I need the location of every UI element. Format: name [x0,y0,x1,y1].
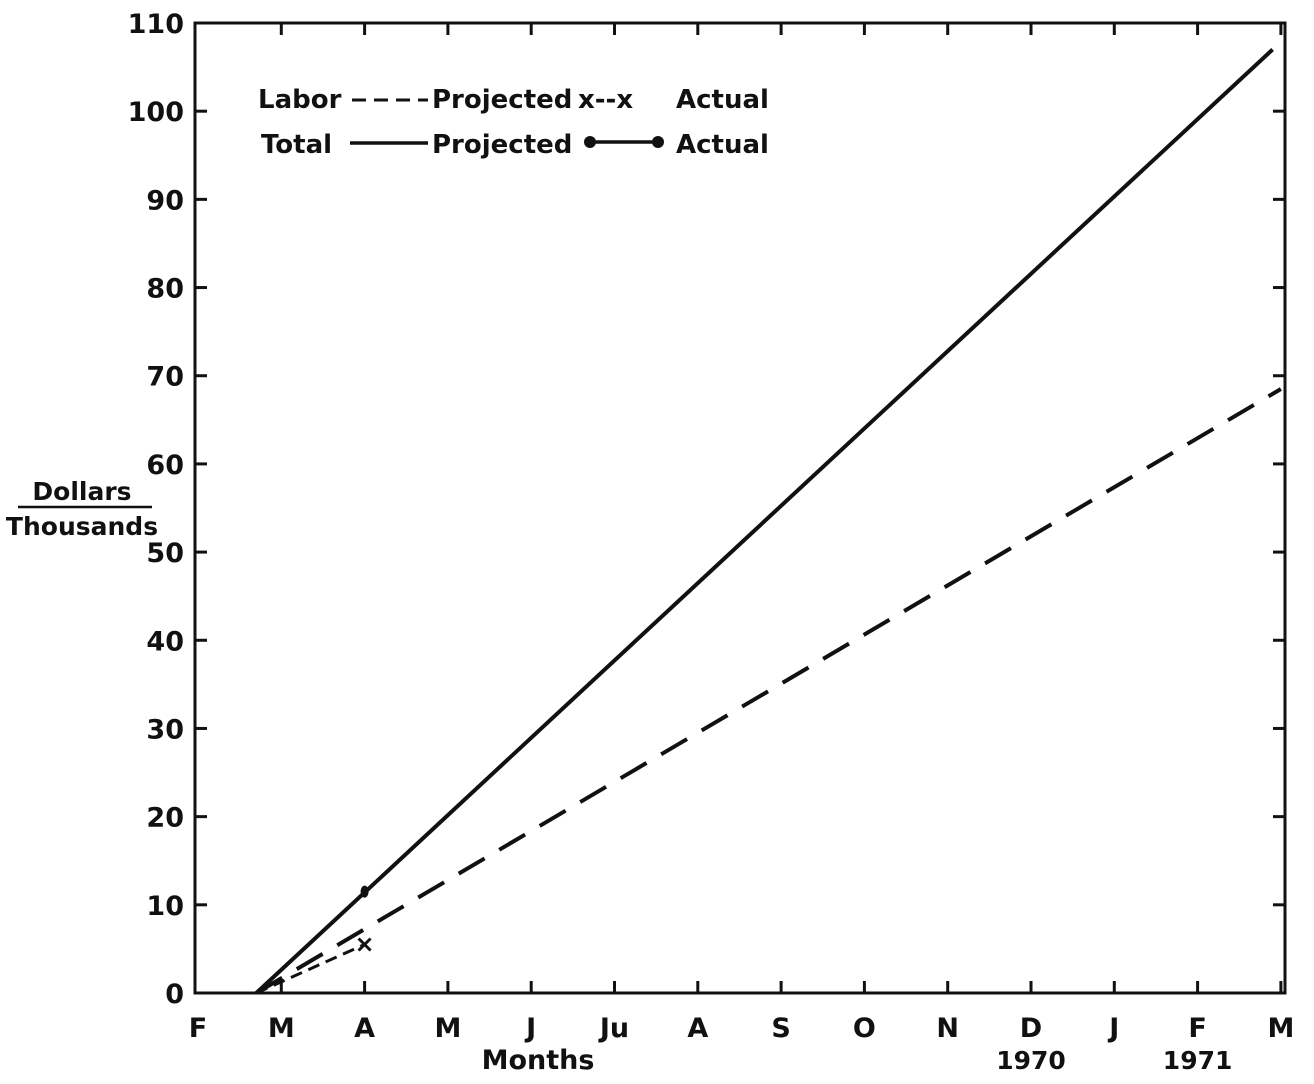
plot-frame [193,21,1287,995]
x-tick-label: M [268,1013,295,1044]
total-actual-point [360,885,369,898]
x-tick-label: O [853,1013,876,1044]
x-tick-label: Ju [598,1013,629,1044]
x-ticks: F M A M J Ju A S O N D J F M 1970 1971 [189,23,1294,1075]
y-tick-label: 30 [146,714,184,745]
legend-labor-actual-label: Actual [676,85,769,115]
y-tick-label: 70 [146,362,184,393]
y-tick-label: 80 [146,274,184,305]
y-tick-label: 40 [146,626,184,657]
y-tick-label: 100 [128,97,184,128]
x-tick-label: M [434,1013,461,1044]
series-line-labor-actual [255,943,366,995]
legend: Labor Projected x--x Actual Total Projec… [258,85,769,160]
x-tick-label: S [771,1013,790,1044]
legend-total-projected-label: Projected [432,130,572,160]
x-tick-label: N [936,1013,959,1044]
x-tick-label: M [1267,1013,1294,1044]
y-tick-label: 60 [146,450,184,481]
legend-total-label: Total [261,130,332,160]
series-line-labor-projected [255,387,1282,995]
y-tick-label: 10 [146,891,184,922]
x-tick-label: J [524,1013,536,1044]
series-line-total-projected [254,48,1274,995]
x-year-label: 1970 [996,1046,1066,1075]
x-axis-label: Months [482,1045,595,1076]
y-axis-label-top: Dollars [32,477,131,506]
x-tick-label: A [687,1013,708,1044]
y-ticks: 0 10 20 30 40 50 60 70 80 90 100 110 [128,9,1285,1010]
y-tick-label: 20 [146,803,184,834]
x-tick-label: J [1107,1013,1119,1044]
y-tick-label: 110 [128,9,184,40]
x-year-label: 1971 [1163,1046,1233,1075]
legend-labor-label: Labor [258,85,342,115]
y-tick-label: 90 [146,185,184,216]
legend-labor-projected-label: Projected [432,85,572,115]
legend-total-actual-dot-left [584,136,596,148]
x-tick-label: F [1188,1013,1206,1044]
x-tick-label: F [189,1013,207,1044]
series [254,48,1282,995]
legend-total-actual-dot-right [652,136,664,148]
y-axis-label: Dollars Thousands [6,477,158,541]
x-tick-label: D [1020,1013,1042,1044]
y-axis-label-bottom: Thousands [6,512,158,541]
legend-total-actual-label: Actual [676,130,769,160]
x-tick-label: A [354,1013,375,1044]
y-tick-label: 50 [146,538,184,569]
y-tick-label: 0 [165,979,184,1010]
labor-actual-x-marker [357,937,372,952]
legend-labor-actual-marker: x--x [578,85,633,115]
